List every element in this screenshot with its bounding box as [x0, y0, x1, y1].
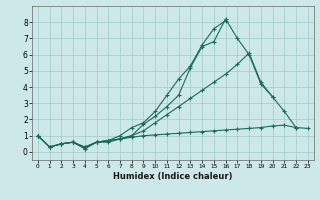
X-axis label: Humidex (Indice chaleur): Humidex (Indice chaleur)	[113, 172, 233, 181]
